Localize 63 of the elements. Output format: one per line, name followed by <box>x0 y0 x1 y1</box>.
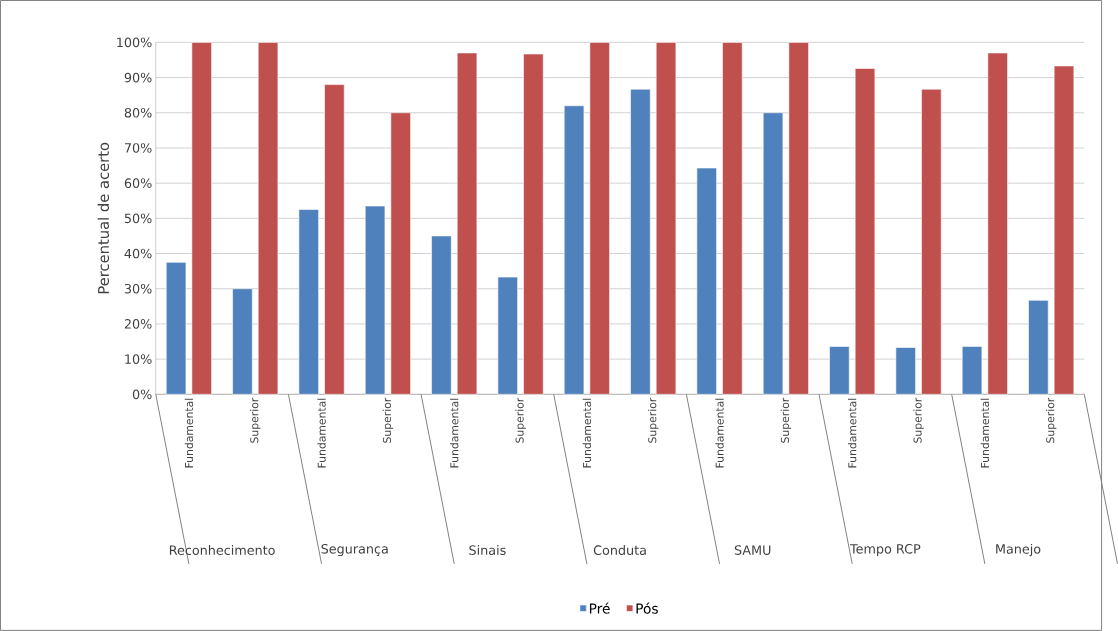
y-tick-label: 50% <box>124 213 152 224</box>
text: Segurança <box>321 544 388 557</box>
bar <box>298 209 319 395</box>
bar <box>895 347 916 395</box>
bar <box>497 276 518 395</box>
bar <box>829 346 850 395</box>
x-tick-label: Fundamental <box>980 398 990 468</box>
bar <box>232 288 253 395</box>
legend-label: Pré <box>589 602 610 614</box>
bar <box>630 88 651 395</box>
x-tick-label: Fundamental <box>317 398 326 468</box>
bar <box>987 52 1008 395</box>
bar <box>854 68 876 395</box>
bar <box>165 262 187 395</box>
bar <box>961 346 983 395</box>
text: Reconhecimento <box>169 545 275 556</box>
bar <box>788 42 809 395</box>
x-tick-label: Fundamental <box>715 398 724 468</box>
y-tick-label: 10% <box>125 354 152 364</box>
y-axis-title: Percentual de acerto <box>97 142 110 294</box>
text: Manejo <box>996 543 1041 557</box>
y-tick-label: 30% <box>124 283 152 294</box>
x-tick-label: Superior <box>647 397 659 443</box>
y-tick-label: 60% <box>124 178 152 189</box>
x-tick-label: Superior <box>913 397 924 443</box>
y-tick-label: 20% <box>124 319 152 329</box>
bar <box>696 167 717 395</box>
bar <box>431 235 452 395</box>
y-tick-label: 100% <box>117 37 152 48</box>
text: Sinais <box>469 545 506 556</box>
y-tick-label: 70% <box>124 143 152 153</box>
bar <box>921 88 942 395</box>
y-tick-label: 80% <box>124 107 152 118</box>
x-tick-label: Fundamental <box>848 398 857 468</box>
text: Conduta <box>593 545 646 556</box>
text: SAMU <box>734 545 771 555</box>
bar <box>1028 300 1049 395</box>
y-tick-label: 40% <box>124 248 152 259</box>
bar <box>191 42 212 395</box>
bar <box>722 42 743 395</box>
x-tick-label: Fundamental <box>184 398 194 468</box>
bar <box>589 42 610 395</box>
y-tick-label: 90% <box>124 72 152 83</box>
x-tick-label: Fundamental <box>582 398 592 468</box>
x-tick-label: Superior <box>382 397 394 443</box>
bar <box>364 205 386 395</box>
text: Tempo RCP <box>849 544 921 557</box>
bar <box>324 84 345 395</box>
x-tick-label: Superior <box>780 397 792 443</box>
bar <box>655 42 677 395</box>
legend-label: Pós <box>636 602 658 614</box>
bar <box>523 53 544 395</box>
bar <box>257 42 279 395</box>
bar <box>456 52 478 395</box>
bar <box>1053 65 1075 395</box>
x-tick-label: Superior <box>250 397 261 443</box>
y-tick-label: 0% <box>132 389 152 400</box>
x-tick-label: Superior <box>515 397 526 443</box>
bar <box>390 112 411 395</box>
bar <box>762 112 784 395</box>
x-tick-label: Fundamental <box>450 398 459 468</box>
bar <box>563 105 585 395</box>
x-tick-label: Superior <box>1045 397 1057 443</box>
